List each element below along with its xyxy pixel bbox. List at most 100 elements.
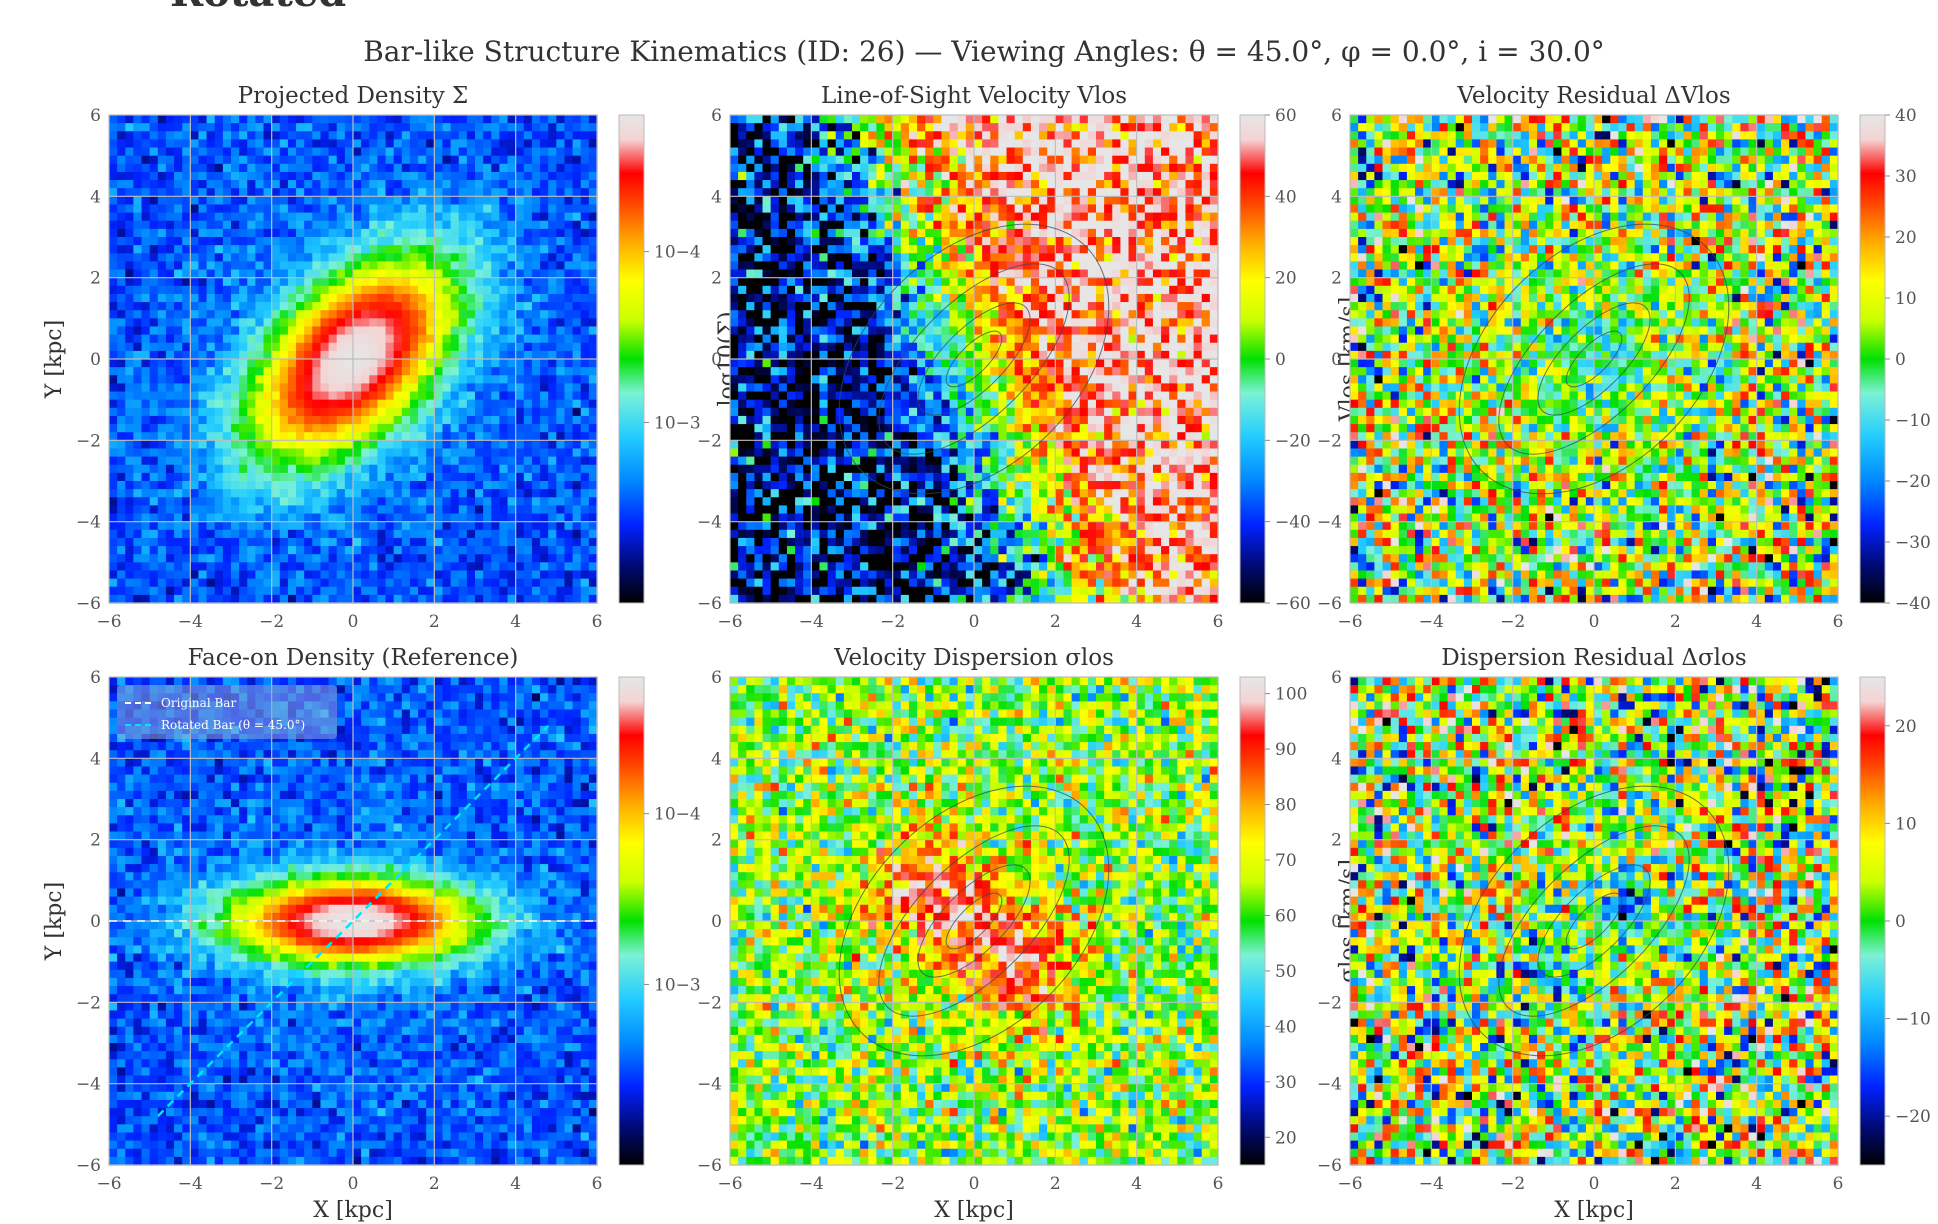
heatmap-cell <box>207 465 216 474</box>
heatmap-cell <box>304 294 313 303</box>
heatmap-cell <box>754 310 763 319</box>
heatmap-cell <box>182 400 191 409</box>
heatmap-cell <box>272 416 281 425</box>
heatmap-cell <box>573 554 582 563</box>
heatmap-cell <box>312 148 321 157</box>
heatmap-cell <box>280 253 289 262</box>
heatmap-cell <box>532 261 541 270</box>
heatmap-cell <box>491 432 500 441</box>
heatmap-cell <box>491 335 500 344</box>
heatmap-cell <box>548 416 557 425</box>
heatmap-cell <box>581 489 590 498</box>
heatmap-cell <box>304 400 313 409</box>
heatmap-cell <box>909 245 918 254</box>
heatmap-cell <box>763 424 772 433</box>
heatmap-cell <box>142 302 151 311</box>
heatmap-cell <box>738 375 747 384</box>
heatmap-cell <box>451 359 460 368</box>
heatmap-cell <box>811 367 820 376</box>
heatmap-cell <box>280 335 289 344</box>
heatmap-cell <box>491 473 500 482</box>
heatmap-cell <box>215 538 224 547</box>
heatmap-cell <box>893 473 902 482</box>
heatmap-cell <box>109 522 118 531</box>
heatmap-cell <box>434 123 443 132</box>
heatmap-cell <box>337 554 346 563</box>
heatmap-cell <box>418 489 427 498</box>
heatmap-cell <box>304 367 313 376</box>
heatmap-cell <box>499 595 508 604</box>
heatmap-cell <box>795 505 804 514</box>
heatmap-cell <box>548 522 557 531</box>
heatmap-cell <box>754 253 763 262</box>
heatmap-cell <box>247 448 256 457</box>
heatmap-cell <box>581 335 590 344</box>
heatmap-cell <box>787 213 796 222</box>
heatmap-cell <box>125 505 134 514</box>
heatmap-cell <box>508 213 517 222</box>
heatmap-cell <box>296 538 305 547</box>
heatmap-cell <box>434 546 443 555</box>
heatmap-cell <box>738 335 747 344</box>
heatmap-cell <box>264 156 273 165</box>
heatmap-cell <box>125 481 134 490</box>
heatmap-cell <box>377 204 386 213</box>
heatmap-cell <box>483 261 492 270</box>
heatmap-cell <box>434 148 443 157</box>
heatmap-cell <box>247 457 256 466</box>
heatmap-cell <box>207 562 216 571</box>
heatmap-cell <box>556 148 565 157</box>
heatmap-cell <box>828 570 837 579</box>
heatmap-cell <box>828 579 837 588</box>
heatmap-cell <box>573 302 582 311</box>
heatmap-cell <box>410 343 419 352</box>
heatmap-cell <box>532 473 541 482</box>
heatmap-cell <box>207 164 216 173</box>
heatmap-cell <box>754 204 763 213</box>
heatmap-cell <box>239 229 248 238</box>
heatmap-cell <box>876 546 885 555</box>
heatmap-cell <box>345 579 354 588</box>
heatmap-cell <box>475 440 484 449</box>
heatmap-cell <box>467 131 476 140</box>
heatmap-cell <box>779 497 788 506</box>
heatmap-cell <box>860 245 869 254</box>
heatmap-cell <box>746 579 755 588</box>
heatmap-cell <box>361 172 370 181</box>
heatmap-cell <box>548 270 557 279</box>
heatmap-cell <box>402 286 411 295</box>
heatmap-cell <box>811 221 820 230</box>
heatmap-cell <box>893 497 902 506</box>
heatmap-cell <box>860 359 869 368</box>
heatmap-cell <box>540 481 549 490</box>
heatmap-cell <box>556 375 565 384</box>
heatmap-cell <box>844 278 853 287</box>
heatmap-cell <box>304 383 313 392</box>
heatmap-cell <box>410 375 419 384</box>
heatmap-cell <box>426 253 435 262</box>
heatmap-cell <box>288 432 297 441</box>
heatmap-cell <box>730 579 739 588</box>
heatmap-cell <box>581 473 590 482</box>
heatmap-cell <box>451 383 460 392</box>
heatmap-cell <box>312 351 321 360</box>
heatmap-cell <box>264 318 273 327</box>
heatmap-cell <box>280 278 289 287</box>
heatmap-cell <box>345 294 354 303</box>
heatmap-cell <box>746 400 755 409</box>
heatmap-cell <box>467 343 476 352</box>
heatmap-cell <box>540 123 549 132</box>
heatmap-cell <box>475 204 484 213</box>
heatmap-cell <box>763 115 772 124</box>
heatmap-cell <box>117 497 126 506</box>
heatmap-cell <box>771 473 780 482</box>
heatmap-cell <box>754 554 763 563</box>
heatmap-cell <box>410 457 419 466</box>
heatmap-cell <box>329 180 338 189</box>
heatmap-cell <box>150 383 159 392</box>
heatmap-cell <box>312 196 321 205</box>
heatmap-cell <box>345 408 354 417</box>
heatmap-cell <box>272 335 281 344</box>
heatmap-cell <box>836 302 845 311</box>
heatmap-cell <box>746 172 755 181</box>
